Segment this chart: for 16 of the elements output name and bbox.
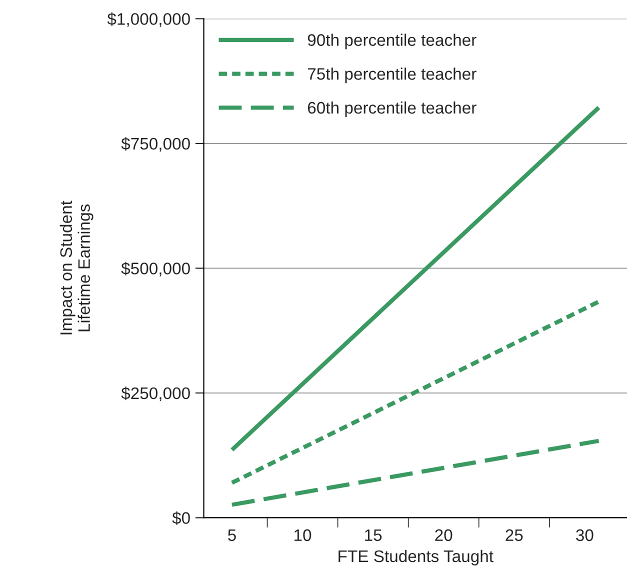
y-tick-label: $0 — [172, 511, 190, 525]
y-tick-label: $250,000 — [121, 386, 190, 402]
legend-label: 60th percentile teacher — [308, 101, 476, 117]
x-tick-label: 30 — [576, 529, 594, 542]
x-axis-title: FTE Students Taught — [338, 550, 494, 566]
x-tick-label: 20 — [435, 529, 452, 542]
x-tick-label: 15 — [365, 529, 382, 542]
y-tick-label: $750,000 — [121, 137, 190, 152]
legend-label: 75th percentile teacher — [308, 68, 476, 84]
y-axis-title: Impact on Student Lifetime Earnings — [60, 200, 94, 334]
x-tick-label: 10 — [294, 529, 312, 542]
y-tick-label: $500,000 — [121, 262, 190, 276]
legend-label: 90th percentile teacher — [308, 34, 476, 50]
x-tick-label: 5 — [228, 529, 236, 542]
x-tick-label: 25 — [506, 529, 523, 542]
y-tick-label: $1,000,000 — [107, 12, 190, 27]
